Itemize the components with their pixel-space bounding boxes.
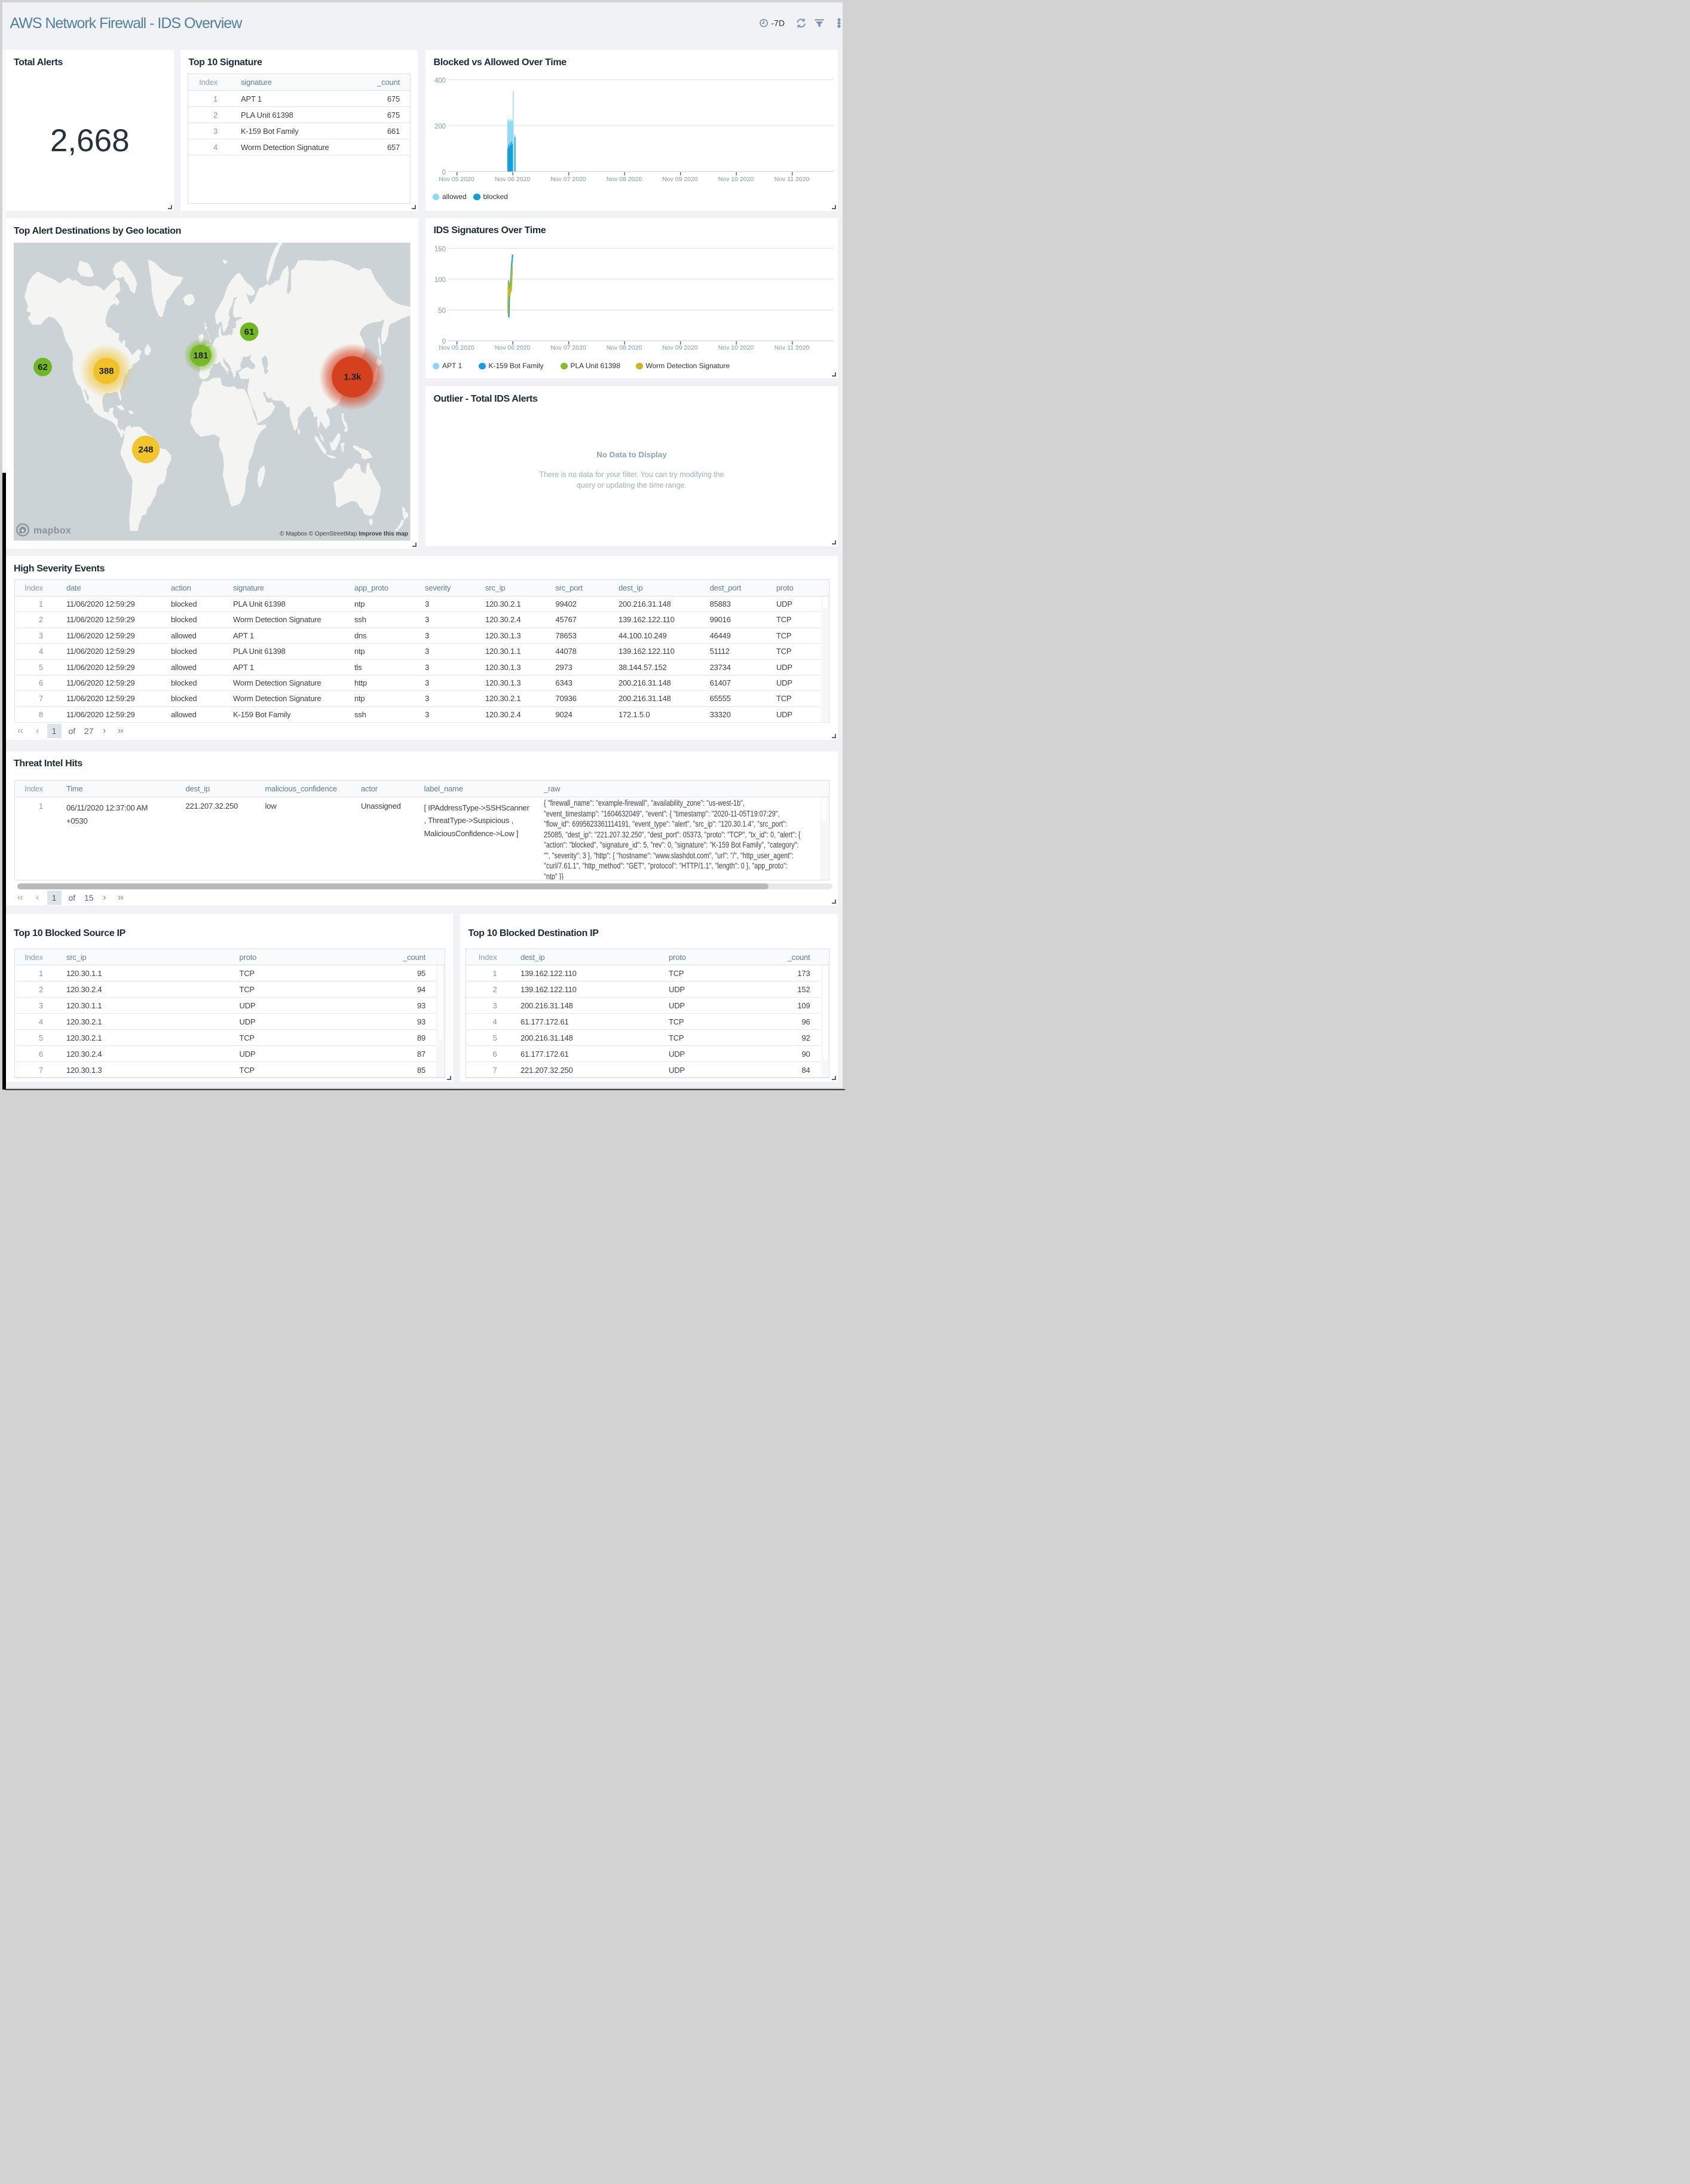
svg-text:100: 100 bbox=[434, 277, 446, 284]
svg-text:mapbox: mapbox bbox=[33, 526, 71, 536]
svg-text:✦: ✦ bbox=[21, 528, 25, 534]
svg-text:181: 181 bbox=[193, 351, 208, 361]
svg-text:1.3k: 1.3k bbox=[344, 372, 362, 383]
svg-text:388: 388 bbox=[99, 366, 114, 377]
svg-text:0: 0 bbox=[442, 169, 446, 176]
svg-text:50: 50 bbox=[438, 307, 446, 314]
svg-text:400: 400 bbox=[434, 78, 446, 85]
svg-text:0: 0 bbox=[442, 338, 446, 345]
svg-text:-7D: -7D bbox=[771, 19, 785, 28]
svg-text:62: 62 bbox=[38, 362, 48, 372]
svg-text:150: 150 bbox=[434, 246, 446, 253]
svg-text:© Mapbox © OpenStreetMap Impro: © Mapbox © OpenStreetMap Improve this ma… bbox=[280, 531, 408, 537]
svg-text:200: 200 bbox=[434, 123, 446, 130]
svg-text:61: 61 bbox=[244, 327, 255, 337]
svg-text:248: 248 bbox=[138, 445, 153, 455]
